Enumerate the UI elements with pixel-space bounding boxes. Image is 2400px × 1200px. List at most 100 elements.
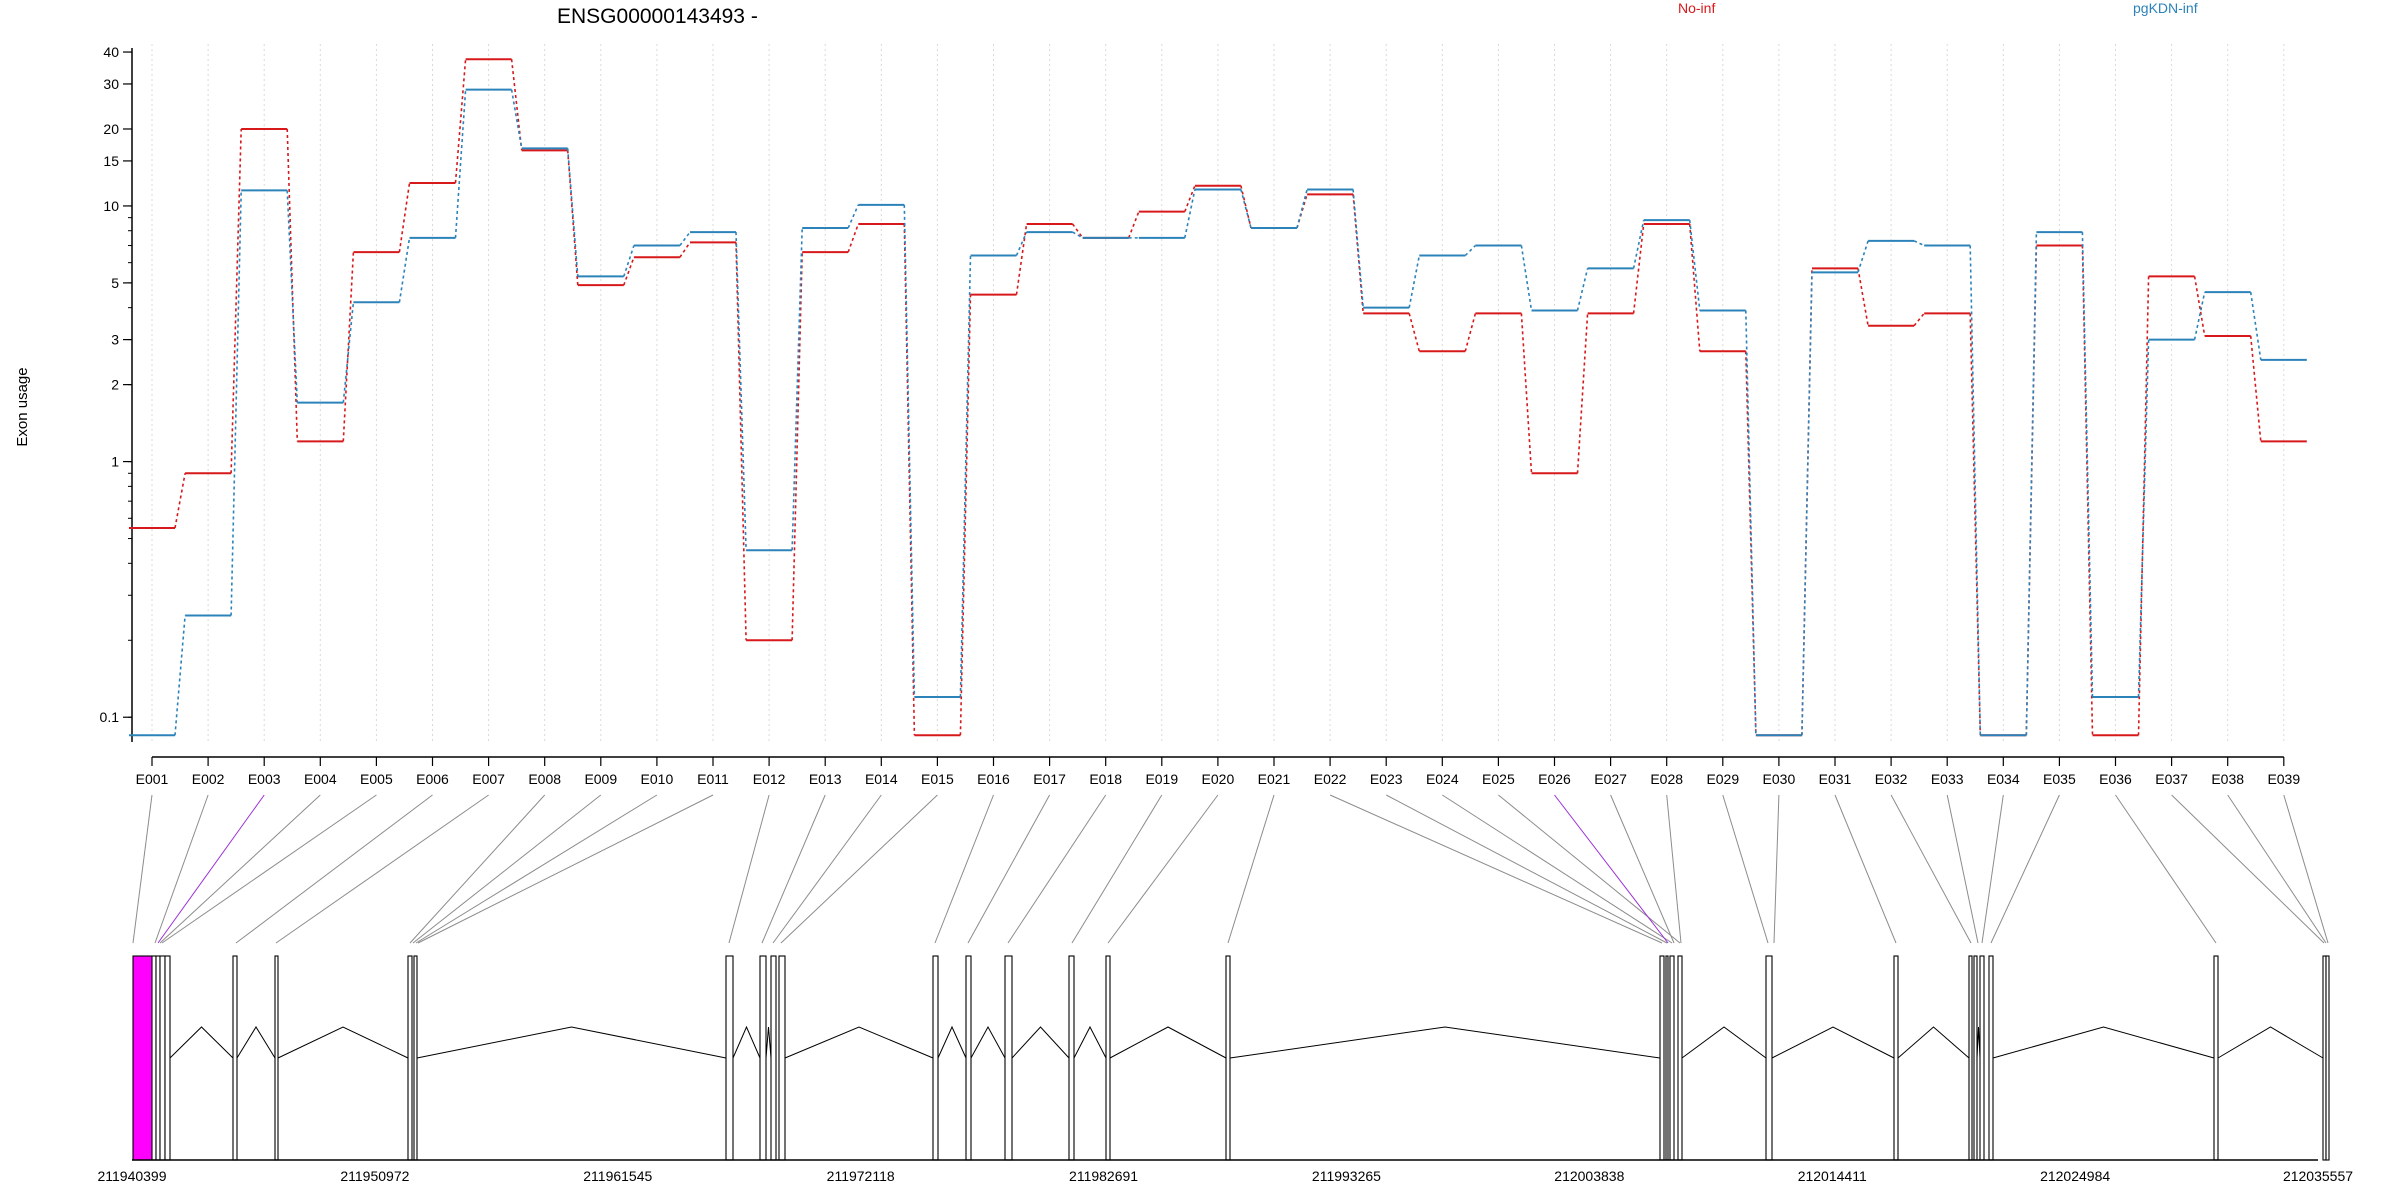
x-tick-label: E028: [1650, 771, 1683, 787]
intron-line: [236, 1026, 276, 1059]
data-transition: [1632, 219, 1645, 269]
exon-block: [1968, 955, 1973, 1161]
exon-connector: [1834, 794, 1897, 944]
y-tick-label: 30: [103, 76, 119, 92]
exon-connector: [1385, 794, 1668, 944]
data-transition: [1240, 189, 1252, 229]
x-tick-label: E003: [248, 771, 281, 787]
exon-connector: [412, 794, 602, 944]
genomic-coordinate-label: 211940399: [97, 1168, 166, 1184]
y-tick-label: 40: [103, 44, 119, 60]
exon-block: [132, 955, 153, 1161]
data-transition: [735, 242, 747, 641]
x-tick-label: E004: [304, 771, 337, 787]
data-transition: [454, 59, 467, 184]
intron-line: [1681, 1026, 1767, 1059]
data-transition: [2193, 291, 2206, 340]
intron-line: [1073, 1025, 1107, 1059]
exon-connector: [1722, 794, 1769, 944]
x-tick-label: E012: [753, 771, 786, 787]
x-tick-label: E015: [921, 771, 954, 787]
x-tick-label: E024: [1426, 771, 1459, 787]
exon-connector: [1071, 794, 1163, 944]
intron-line: [277, 1026, 409, 1059]
intron-line: [169, 1026, 234, 1059]
data-transition: [342, 302, 355, 403]
exon-connector: [1890, 794, 1972, 944]
exon-block: [155, 955, 161, 1161]
data-transition: [847, 204, 860, 229]
exon-connector: [132, 794, 153, 944]
intron-line: [1992, 1026, 2215, 1059]
exon-block: [1105, 955, 1111, 1161]
exon-block: [725, 955, 734, 1161]
x-tick-label: E006: [416, 771, 449, 787]
exon-block: [1765, 955, 1773, 1161]
data-transition: [847, 223, 860, 253]
exon-connector: [159, 794, 321, 944]
x-tick-label: E010: [641, 771, 674, 787]
exon-block: [778, 955, 786, 1161]
exon-connector: [2115, 794, 2217, 944]
exon-connector: [772, 794, 882, 944]
x-tick-label: E018: [1089, 771, 1122, 787]
exon-block: [965, 955, 972, 1161]
data-transition: [1352, 189, 1364, 308]
y-tick-label: 2: [111, 377, 119, 393]
exon-block: [1669, 955, 1675, 1161]
exon-block: [759, 955, 767, 1161]
x-tick-label: E011: [697, 771, 729, 787]
data-transition: [1913, 312, 1925, 327]
exon-connector: [1666, 794, 1682, 944]
exon-connector: [1773, 794, 1780, 944]
data-transition: [1296, 189, 1308, 229]
data-transition: [510, 89, 523, 149]
exon-block: [1004, 955, 1013, 1161]
x-tick-label: E005: [360, 771, 393, 787]
intron-line: [1229, 1026, 1661, 1059]
exon-connector: [235, 794, 433, 944]
data-transition: [1520, 245, 1533, 311]
genomic-coordinate-label: 211982691: [1069, 1168, 1138, 1184]
exon-connector: [761, 794, 826, 944]
y-tick-label: 1: [111, 454, 119, 470]
intron-line: [1976, 1026, 1981, 1059]
x-tick-label: E031: [1819, 771, 1852, 787]
x-tick-label: E021: [1258, 771, 1291, 787]
data-transition: [959, 294, 972, 736]
data-transition: [174, 615, 186, 736]
data-transition: [1576, 268, 1589, 311]
exon-connector: [1007, 794, 1107, 944]
exon-block: [1677, 955, 1683, 1161]
exon-block: [932, 955, 939, 1161]
data-transition: [398, 237, 411, 303]
data-transition: [1913, 240, 1925, 247]
intron-line: [1897, 1026, 1970, 1059]
intron-line: [416, 1026, 727, 1059]
exon-connector: [1498, 794, 1681, 944]
y-tick-label: 20: [103, 121, 119, 137]
exon-block: [2213, 955, 2219, 1161]
data-transition: [1408, 313, 1421, 352]
x-tick-label: E013: [809, 771, 842, 787]
y-axis-label: Exon usage: [14, 367, 31, 446]
data-transition: [1801, 272, 1813, 736]
exon-connector: [2171, 794, 2325, 944]
x-tick-label: E039: [2267, 771, 2300, 787]
intron-line: [732, 1025, 761, 1059]
x-tick-label: E017: [1033, 771, 1066, 787]
exon-connector: [728, 794, 770, 944]
data-transition: [1857, 268, 1869, 326]
exon-block: [274, 955, 279, 1161]
exon-block: [413, 955, 418, 1161]
genomic-coordinate-label: 212024984: [2040, 1168, 2110, 1184]
y-tick-label: 10: [103, 198, 119, 214]
exon-connector: [415, 794, 658, 944]
exon-block: [1665, 955, 1669, 1161]
data-transition: [903, 204, 916, 698]
genomic-coordinate-label: 212003838: [1554, 1168, 1624, 1184]
exon-connector: [157, 794, 265, 944]
x-tick-label: E008: [528, 771, 561, 787]
exon-connector: [780, 794, 938, 944]
